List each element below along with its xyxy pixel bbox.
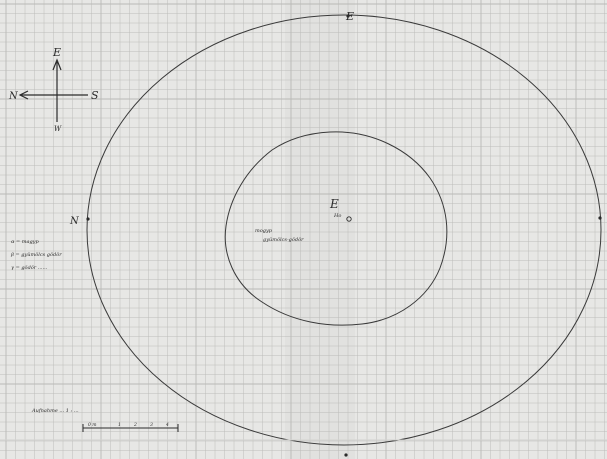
scale-bar: Aufnahme ... 1 : ... 0 m 1 2 3 4 (31, 408, 179, 432)
legend: α = magyp β = gyümölcs gödör γ = gödör .… (10, 239, 62, 271)
paper-fold-shadow (285, 0, 355, 459)
feature-annotation: mogyp gyümölcs-gödör (255, 228, 304, 243)
scale-tick-3: 3 (150, 422, 153, 428)
outer-circle (86, 14, 602, 446)
bottom-mark-dot (344, 453, 348, 457)
compass-west-label: W (54, 125, 62, 133)
center-marker-label: E (329, 197, 339, 211)
scale-tick-1: 1 (118, 422, 121, 428)
center-sub-label: Ho (333, 213, 341, 219)
legend-item-2: β = gyümölcs gödör (10, 252, 62, 258)
center-dot (346, 216, 352, 222)
annotation-line-2: gyümölcs-gödör (263, 237, 304, 243)
compass-south-label: S (91, 89, 99, 102)
scale-caption: Aufnahme ... 1 : ... (31, 408, 79, 414)
top-mark-dot (346, 14, 350, 18)
center-point: E Ho (329, 197, 352, 222)
left-mark-dot (86, 217, 90, 221)
inner-circle (224, 131, 448, 326)
compass-east-label: E (52, 46, 61, 59)
left-cardinal-label: N (69, 216, 80, 227)
annotation-line-1: mogyp (255, 228, 273, 234)
legend-item-3: γ = gödör ...... (11, 265, 48, 271)
compass-rose: E N S W (8, 46, 99, 133)
right-mark-dot (598, 216, 602, 220)
scale-tick-2: 2 (133, 422, 137, 428)
legend-item-1: α = magyp (11, 239, 39, 245)
scale-tick-4: 4 (165, 422, 169, 428)
compass-north-label: N (8, 91, 19, 102)
scale-tick-0: 0 m (88, 422, 97, 428)
